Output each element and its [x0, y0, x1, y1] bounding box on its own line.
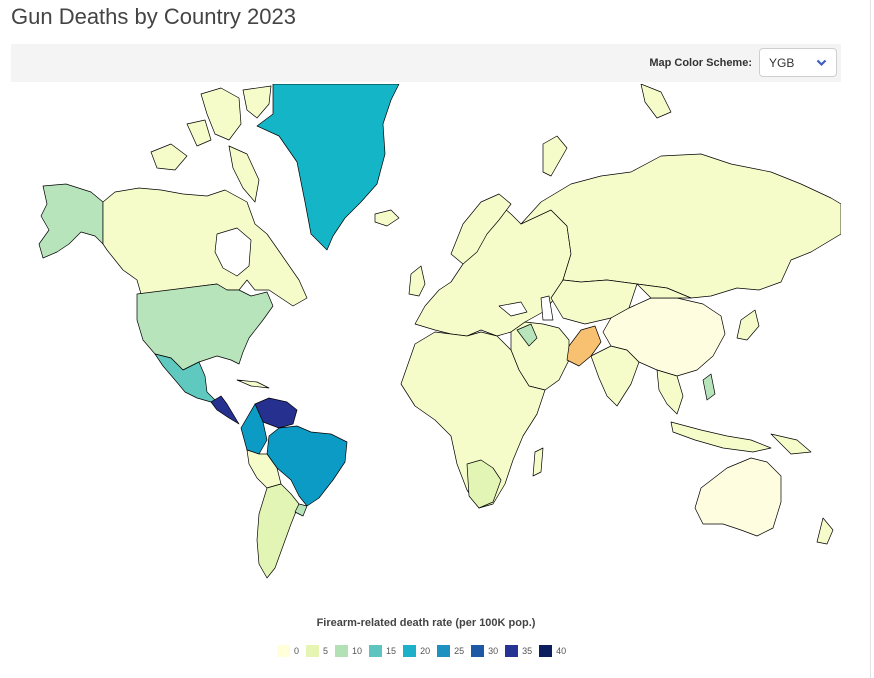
- panel-border: [870, 0, 871, 678]
- hudson-bay: [214, 227, 252, 277]
- country-canada-islands-3[interactable]: [150, 143, 188, 171]
- country-canada-islands[interactable]: [200, 87, 242, 141]
- country-canada-islands-2[interactable]: [242, 85, 272, 119]
- country-baffin[interactable]: [228, 145, 260, 203]
- legend-label: 10: [352, 646, 363, 656]
- legend-label: 0: [294, 646, 300, 656]
- country-greenland[interactable]: [256, 84, 400, 251]
- country-canada-islands-4[interactable]: [186, 119, 212, 147]
- region-africa[interactable]: [400, 331, 546, 509]
- country-indonesia[interactable]: [670, 421, 772, 453]
- legend-swatch: [277, 645, 290, 657]
- legend-label: 30: [488, 646, 499, 656]
- world-map: [38, 84, 841, 579]
- country-canada[interactable]: [102, 187, 308, 307]
- country-madagascar[interactable]: [532, 447, 544, 477]
- legend-swatch: [403, 645, 417, 657]
- country-philippines[interactable]: [702, 373, 716, 401]
- country-venezuela[interactable]: [254, 397, 298, 429]
- country-iceland[interactable]: [374, 209, 400, 227]
- legend-item: 35: [505, 645, 532, 657]
- legend-swatch: [306, 645, 320, 657]
- country-russia-island[interactable]: [542, 135, 568, 177]
- legend-swatch: [505, 645, 519, 657]
- country-scandinavia[interactable]: [450, 193, 512, 265]
- legend-item: 30: [471, 645, 498, 657]
- country-uk[interactable]: [408, 265, 426, 297]
- color-scheme-label: Map Color Scheme:: [649, 57, 752, 69]
- legend-item: 25: [437, 645, 464, 657]
- color-scheme-value: YGB: [769, 56, 795, 70]
- caspian-sea: [540, 295, 554, 321]
- legend-label: 5: [323, 646, 329, 656]
- legend-label: 35: [522, 646, 533, 656]
- legend-item: 5: [306, 645, 328, 657]
- legend-item: 20: [403, 645, 430, 657]
- legend-label: 25: [454, 646, 465, 656]
- country-new-zealand[interactable]: [816, 517, 834, 545]
- country-cuba[interactable]: [236, 379, 270, 389]
- legend-swatch: [539, 645, 553, 657]
- page-title: Gun Deaths by Country 2023: [11, 4, 296, 29]
- country-central-america[interactable]: [210, 395, 240, 425]
- country-iraq[interactable]: [516, 323, 538, 347]
- legend-label: 15: [386, 646, 397, 656]
- country-russia-island-2[interactable]: [640, 84, 672, 119]
- country-russia[interactable]: [520, 153, 841, 299]
- country-uruguay[interactable]: [294, 503, 308, 517]
- legend-swatch: [471, 645, 485, 657]
- legend-label: 40: [556, 646, 567, 656]
- legend-item: 15: [369, 645, 396, 657]
- country-brazil[interactable]: [266, 425, 348, 507]
- legend-swatch: [437, 645, 451, 657]
- country-alaska[interactable]: [38, 183, 104, 259]
- region-southeast-asia[interactable]: [656, 369, 684, 415]
- legend-title: Firearm-related death rate (per 100K pop…: [316, 617, 536, 629]
- legend-item: 0: [277, 645, 299, 657]
- country-mongolia[interactable]: [636, 283, 692, 299]
- legend-swatch: [369, 645, 383, 657]
- legend-label: 20: [420, 646, 431, 656]
- map-toolbar: Map Color Scheme: YGB: [11, 44, 841, 82]
- country-japan[interactable]: [736, 309, 760, 341]
- chevron-down-icon: [816, 59, 827, 67]
- legend-swatch: [335, 645, 349, 657]
- country-kazakhstan[interactable]: [550, 279, 638, 325]
- country-south-africa[interactable]: [466, 459, 502, 509]
- legend-item: 40: [539, 645, 566, 657]
- black-sea: [498, 301, 528, 317]
- country-papua[interactable]: [770, 433, 812, 455]
- country-pakistan[interactable]: [566, 325, 602, 367]
- map-legend: 0 5 10 15 20 25 30 35 40: [277, 645, 573, 657]
- legend-item: 10: [335, 645, 362, 657]
- country-argentina[interactable]: [256, 483, 300, 579]
- country-australia[interactable]: [694, 457, 782, 537]
- color-scheme-select[interactable]: YGB: [759, 48, 837, 77]
